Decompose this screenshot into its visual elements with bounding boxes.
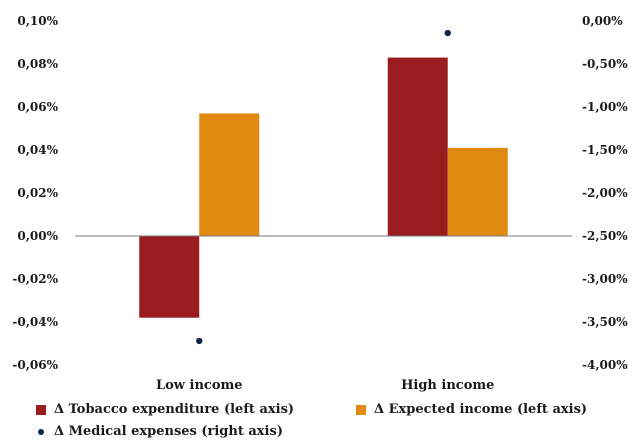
- bar-expected-income: [199, 113, 260, 236]
- right-tick-label: -1,00%: [582, 100, 628, 114]
- legend-marker-medical: [38, 428, 44, 435]
- bar-expected-income: [447, 147, 508, 236]
- right-tick-label: -0,50%: [582, 57, 628, 71]
- legend-swatch-expected-income: [356, 404, 366, 415]
- left-axis-ticks: 0,10% 0,08% 0,06% 0,04% 0,02% 0,00% -0,02% -0,0…: [12, 14, 58, 372]
- left-tick-label: 0,02%: [17, 186, 58, 200]
- left-tick-label: -0,06%: [12, 358, 58, 372]
- point-medical-expenses: [196, 337, 203, 345]
- left-tick-label: -0,04%: [12, 315, 58, 329]
- legend-label-tobacco: Δ Tobacco expenditure (left axis): [54, 402, 295, 417]
- point-medical-expenses: [444, 29, 451, 37]
- left-tick-label: -0,02%: [12, 272, 58, 286]
- left-tick-label: 0,08%: [17, 57, 58, 71]
- left-tick-label: 0,00%: [17, 229, 58, 243]
- legend-swatch-tobacco: [36, 404, 46, 415]
- legend-item-tobacco: Δ Tobacco expenditure (left axis): [36, 402, 294, 417]
- category-labels: Low income High income: [156, 378, 494, 393]
- category-label: High income: [401, 378, 494, 393]
- right-tick-label: -2,50%: [582, 229, 628, 243]
- legend-item-medical: Δ Medical expenses (right axis): [36, 424, 283, 439]
- right-tick-label: -3,00%: [582, 272, 628, 286]
- left-tick-label: 0,04%: [17, 143, 58, 157]
- points: [196, 29, 451, 345]
- category-label: Low income: [156, 378, 243, 393]
- right-axis-ticks: 0,00% -0,50% -1,00% -1,50% -2,00% -2,50% -3,00…: [582, 14, 628, 372]
- legend-label-medical: Δ Medical expenses (right axis): [54, 424, 283, 439]
- bars: [139, 57, 508, 318]
- right-tick-label: -3,50%: [582, 315, 628, 329]
- right-tick-label: 0,00%: [582, 14, 623, 28]
- left-tick-label: 0,10%: [17, 14, 58, 28]
- right-tick-label: -4,00%: [582, 358, 628, 372]
- bar-tobacco: [139, 236, 200, 318]
- legend-label-expected-income: Δ Expected income (left axis): [374, 402, 588, 417]
- bar-tobacco: [387, 57, 448, 236]
- left-tick-label: 0,06%: [17, 100, 58, 114]
- legend-item-expected-income: Δ Expected income (left axis): [356, 402, 587, 417]
- right-tick-label: -2,00%: [582, 186, 628, 200]
- right-tick-label: -1,50%: [582, 143, 628, 157]
